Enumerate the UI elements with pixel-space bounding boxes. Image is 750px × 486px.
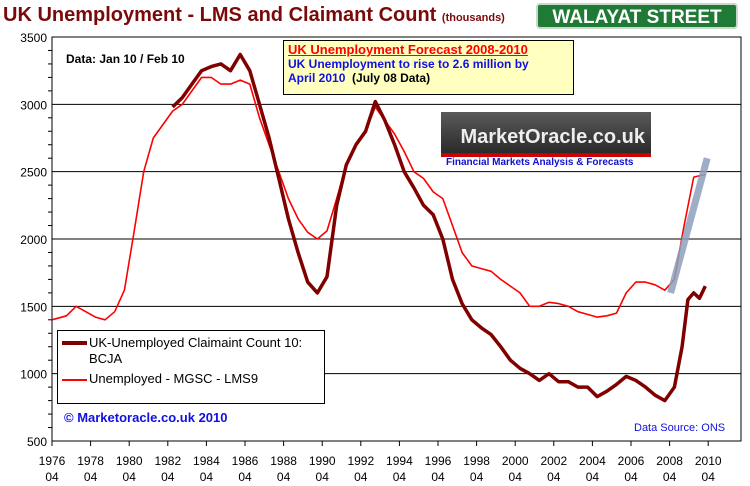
x-tick-month: 04 <box>393 470 407 484</box>
legend-swatch-lms <box>62 379 87 381</box>
x-tick-month: 04 <box>238 470 252 484</box>
title-units: (thousands) <box>441 12 505 24</box>
x-tick-year: 2000 <box>502 454 529 468</box>
x-tick-month: 04 <box>84 470 98 484</box>
y-tick-label: 1000 <box>20 368 47 382</box>
date-label: Data: Jan 10 / Feb 10 <box>66 52 185 66</box>
y-tick-label: 3000 <box>20 98 47 112</box>
y-tick-label: 3500 <box>20 31 47 45</box>
x-tick-year: 1982 <box>154 454 181 468</box>
x-tick-month: 04 <box>547 470 561 484</box>
marketoracle-tagline: Financial Markets Analysis & Forecasts <box>446 157 634 168</box>
x-tick-year: 1986 <box>232 454 259 468</box>
x-tick-month: 04 <box>277 470 291 484</box>
plot-border <box>51 36 742 442</box>
x-tick-month: 04 <box>161 470 175 484</box>
x-tick-year: 1978 <box>77 454 104 468</box>
logo-text: WALAYAT STREET <box>552 7 722 28</box>
x-tick-month: 04 <box>509 470 523 484</box>
title-text: UK Unemployment - LMS and Claimant Count <box>3 4 437 26</box>
x-tick-year: 2010 <box>695 454 722 468</box>
logo-suffix: .COM <box>625 41 649 51</box>
walayat-street-logo: WALAYAT STREET .COM <box>536 3 738 51</box>
legend-item-lms: Unemployed - MGSC - LMS9 <box>62 371 320 387</box>
copyright: © Marketoracle.co.uk 2010 <box>64 410 228 425</box>
data-source: Data Source: ONS <box>634 422 726 434</box>
x-tick-year: 1976 <box>39 454 66 468</box>
x-tick-year: 1988 <box>270 454 297 468</box>
x-tick-month: 04 <box>316 470 330 484</box>
forecast-line3: (July 08 Data) <box>352 71 431 85</box>
forecast-callout: UK Unemployment Forecast 2008-2010 UK Un… <box>283 40 574 95</box>
x-tick-year: 1998 <box>463 454 490 468</box>
x-tick-month: 04 <box>586 470 600 484</box>
x-tick-year: 1992 <box>347 454 374 468</box>
y-tick-label: 2000 <box>20 233 47 247</box>
x-tick-year: 2006 <box>618 454 645 468</box>
claimant-count-line <box>171 52 707 403</box>
x-tick-year: 2008 <box>656 454 683 468</box>
forecast-line1: UK Unemployment to rise to 2.6 million b… <box>288 57 529 71</box>
chart-title: UK Unemployment - LMS and Claimant Count… <box>3 4 505 27</box>
x-tick-year: 1996 <box>425 454 452 468</box>
x-tick-month: 04 <box>702 470 716 484</box>
x-tick-year: 2004 <box>579 454 606 468</box>
marketoracle-logo: MarketOracle.co.uk <box>441 112 651 157</box>
x-tick-month: 04 <box>663 470 677 484</box>
x-tick-year: 1984 <box>193 454 220 468</box>
legend-item-claimant: UK-Unemployed Claimaint Count 10: BCJA <box>62 335 320 367</box>
legend-label-claimant: UK-Unemployed Claimaint Count 10: BCJA <box>89 335 303 366</box>
x-tick-month: 04 <box>470 470 484 484</box>
x-tick-year: 1990 <box>309 454 336 468</box>
legend-label-lms: Unemployed - MGSC - LMS9 <box>89 371 259 386</box>
x-tick-month: 04 <box>431 470 445 484</box>
x-tick-month: 04 <box>45 470 59 484</box>
forecast-line2: April 2010 <box>288 71 346 85</box>
forecast-line <box>667 157 711 294</box>
forecast-title: UK Unemployment Forecast 2008-2010 <box>288 42 528 57</box>
x-tick-month: 04 <box>354 470 368 484</box>
x-tick-year: 1994 <box>386 454 413 468</box>
x-tick-month: 04 <box>624 470 638 484</box>
x-tick-month: 04 <box>200 470 214 484</box>
x-tick-month: 04 <box>123 470 137 484</box>
y-tick-label: 2500 <box>20 166 47 180</box>
legend-swatch-claimant <box>62 341 87 345</box>
y-tick-label: 500 <box>27 435 47 449</box>
x-tick-year: 2002 <box>540 454 567 468</box>
x-tick-year: 1980 <box>116 454 143 468</box>
y-tick-label: 1500 <box>20 300 47 314</box>
legend: UK-Unemployed Claimaint Count 10: BCJA U… <box>57 330 325 404</box>
